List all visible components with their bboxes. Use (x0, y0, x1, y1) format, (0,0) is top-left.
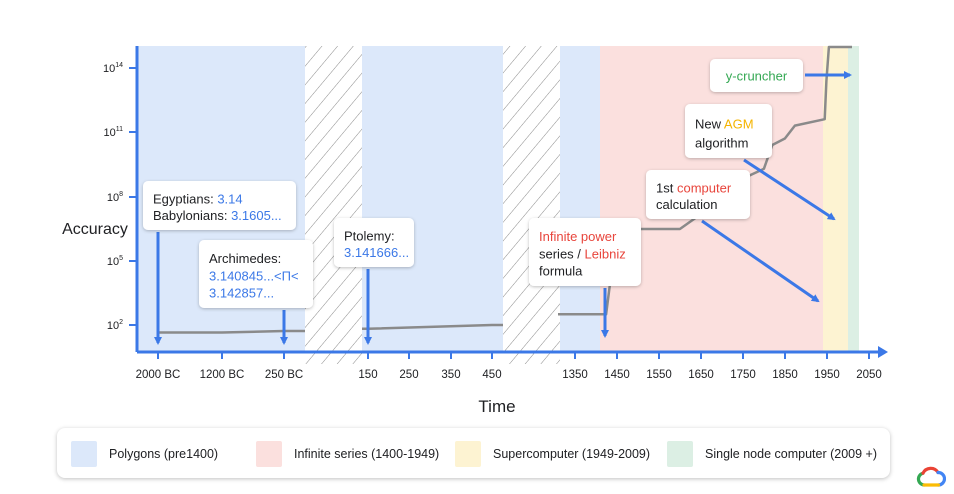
x-tick-label: 1200 BC (200, 369, 245, 381)
annotation-text: Egyptians: 3.14 (153, 191, 243, 206)
legend-label: Infinite series (1400-1949) (294, 447, 440, 461)
y-tick-label: 1014 (103, 62, 123, 75)
pi-accuracy-chart: 102 105 108 1011 1014 Accuracy 2000 BC 1200 BC 2… (62, 45, 888, 416)
annotation-text: Infinite power (539, 229, 617, 244)
annotation-archimedes: Archimedes: 3.140845...<Π< 3.142857... (199, 240, 313, 308)
legend-swatch (455, 441, 481, 467)
legend-item-supercomputer: Supercomputer (1949-2009) (455, 441, 650, 467)
data-line (362, 323, 503, 331)
annotation-box (199, 240, 313, 308)
annotation-ycruncher: y-cruncher (710, 59, 803, 92)
y-tick-label: 102 (107, 319, 123, 332)
x-tick-label: 250 BC (265, 369, 303, 381)
x-tick-label: 450 (482, 369, 501, 381)
legend-swatch (71, 441, 97, 467)
legend-label: Polygons (pre1400) (109, 447, 219, 461)
annotation-firstcomp: 1st computer calculation (646, 170, 750, 219)
legend-item-single-node: Single node computer (2009 +) (667, 441, 877, 467)
x-tick-label: 1950 (814, 369, 840, 381)
annotation-text: Babylonians: 3.1605... (153, 208, 282, 223)
legend-label: Single node computer (2009 +) (705, 447, 877, 461)
x-tick-label: 2050 (856, 369, 882, 381)
legend-item-infinite-series: Infinite series (1400-1949) (256, 441, 439, 467)
x-tick-label: 1750 (730, 369, 756, 381)
data-line (158, 329, 305, 334)
y-tick-label: 105 (107, 255, 123, 268)
annotation-box (529, 218, 641, 286)
annotation-text: calculation (656, 197, 717, 212)
axis-break-hatch (503, 46, 560, 364)
annotation-arrow (701, 219, 820, 303)
annotation-text: 1st computer (656, 180, 732, 195)
x-tick-label: 250 (399, 369, 418, 381)
annotation-box (646, 170, 750, 219)
annotation-text: 3.142857... (209, 286, 274, 301)
x-tick-label: 350 (441, 369, 460, 381)
annotation-box (143, 181, 296, 230)
x-tick-label: 150 (358, 369, 377, 381)
era-band (848, 46, 859, 352)
x-tick-label: 1450 (604, 369, 630, 381)
annotation-text: formula (539, 264, 583, 279)
annotation-text: y-cruncher (726, 69, 788, 84)
annotation-text: 3.140845...<Π< (209, 268, 299, 283)
y-axis-title: Accuracy (62, 221, 128, 238)
google-cloud-logo (916, 466, 946, 487)
x-axis-title: Time (478, 397, 515, 416)
legend-item-polygons: Polygons (pre1400) (71, 441, 218, 467)
x-tick-label: 2000 BC (136, 369, 181, 381)
annotation-box (685, 104, 772, 158)
y-tick-label: 108 (107, 191, 123, 204)
legend-swatch (667, 441, 693, 467)
era-band (823, 46, 848, 352)
annotation-text: New AGM (695, 116, 754, 131)
annotation-text: Archimedes: (209, 251, 281, 266)
annotation-leibniz: Infinite power series / Leibniz formula (529, 218, 641, 286)
annotation-text: 3.141666... (344, 245, 409, 260)
x-tick-label: 1850 (772, 369, 798, 381)
annotation-egypt: Egyptians: 3.14 Babylonians: 3.1605... (143, 181, 296, 230)
annotation-text: algorithm (695, 135, 748, 150)
x-tick-label: 1350 (562, 369, 588, 381)
x-axis-arrowhead (878, 346, 888, 358)
x-tick-label: 1550 (646, 369, 672, 381)
annotation-agm: New AGM algorithm (685, 104, 772, 158)
annotation-box (710, 59, 803, 92)
annotation-text: Ptolemy: (344, 228, 395, 243)
annotation-arrow (743, 158, 836, 221)
annotation-ptolemy: Ptolemy: 3.141666... (334, 218, 414, 267)
legend-label: Supercomputer (1949-2009) (493, 447, 651, 461)
legend: Polygons (pre1400) Infinite series (1400… (57, 428, 890, 478)
x-tick-label: 1650 (688, 369, 714, 381)
annotation-box (334, 218, 414, 267)
y-tick-label: 1011 (103, 126, 123, 139)
annotation-text: series / Leibniz (539, 246, 626, 261)
axis-break-hatch (305, 46, 362, 364)
legend-swatch (256, 441, 282, 467)
